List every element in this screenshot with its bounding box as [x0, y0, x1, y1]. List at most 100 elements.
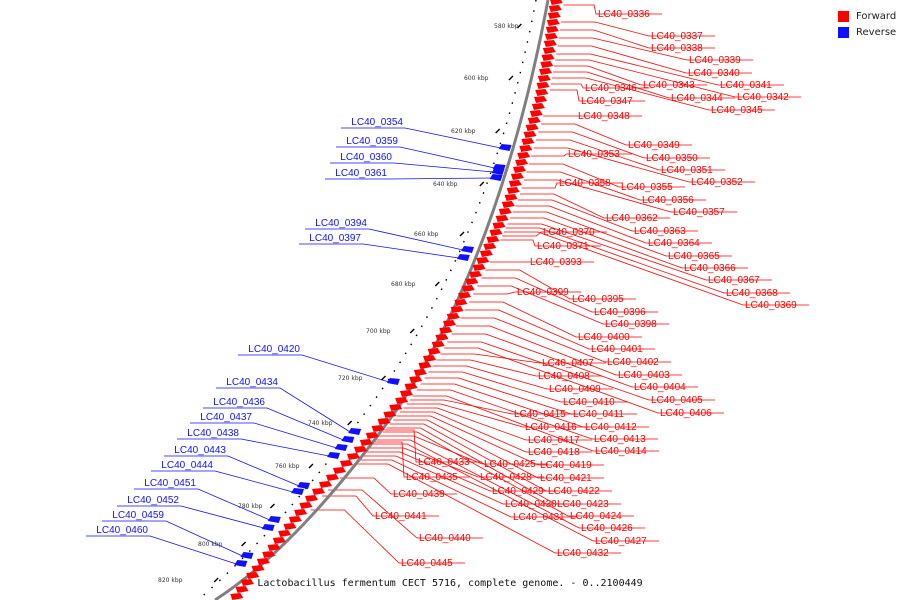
reverse-gene-label: LC40_0360 [340, 152, 392, 163]
forward-gene-arrow [476, 257, 490, 264]
forward-gene-arrow [262, 551, 276, 558]
legend-reverse: Reverse [838, 24, 896, 40]
forward-leader-line [444, 347, 724, 414]
forward-gene-label: LC40_0405 [651, 395, 703, 406]
forward-leader-line [563, 4, 662, 15]
tick-mark [409, 328, 415, 334]
forward-gene-label: LC40_0408 [538, 371, 590, 382]
forward-gene-arrow [404, 383, 418, 390]
forward-gene-arrow [230, 593, 244, 600]
forward-gene-arrow [454, 299, 468, 306]
reverse-leader-line [299, 243, 459, 259]
forward-gene-label: LC40_0410 [563, 397, 615, 408]
forward-gene-label: LC40_0345 [711, 105, 763, 116]
forward-gene-label: LC40_0412 [585, 422, 637, 433]
reverse-leader-line [151, 470, 294, 493]
forward-gene-arrow [515, 159, 529, 166]
forward-gene-label: LC40_0403 [618, 370, 670, 381]
reverse-leader-line [238, 354, 389, 383]
forward-leader-line [518, 199, 698, 232]
forward-gene-arrow [469, 271, 482, 278]
forward-leader-line [373, 443, 659, 542]
forward-leader-line [436, 359, 602, 377]
forward-gene-label: LC40_0353 [568, 149, 620, 160]
tick-label: 800 kbp [198, 541, 223, 548]
reverse-leader-line [190, 422, 337, 449]
forward-gene-arrow [510, 173, 524, 180]
reverse-gene-label: LC40_0436 [213, 397, 265, 408]
forward-gene-arrow [513, 166, 526, 173]
forward-gene-label: LC40_0364 [648, 238, 700, 249]
forward-leader-line [500, 239, 601, 247]
tick-label: 660 kbp [414, 231, 439, 238]
forward-gene-label: LC40_0425 [484, 459, 536, 470]
forward-gene-arrow [544, 33, 558, 40]
forward-leader-line [550, 83, 649, 89]
forward-gene-label: LC40_0357 [673, 207, 725, 218]
tick-mark [347, 420, 353, 426]
reverse-gene-arrow [348, 428, 362, 435]
forward-gene-arrow [312, 488, 325, 495]
forward-gene-label: LC40_0350 [646, 153, 698, 164]
forward-gene-label: LC40_0352 [691, 177, 743, 188]
tick-mark [269, 503, 275, 509]
forward-gene-arrow [534, 96, 547, 103]
reverse-gene-arrow [456, 254, 470, 261]
reverse-leader-line [177, 438, 330, 457]
forward-gene-label: LC40_0433 [418, 457, 470, 468]
tick-mark [308, 463, 314, 469]
forward-gene-arrow [465, 278, 479, 285]
forward-gene-arrow [418, 362, 432, 369]
forward-gene-label: LC40_0413 [594, 434, 646, 445]
forward-gene-arrow [354, 446, 367, 453]
forward-leader-line [393, 419, 604, 479]
forward-gene-arrow [443, 320, 457, 327]
forward-gene-label: LC40_0402 [607, 357, 659, 368]
forward-gene-label: LC40_0342 [737, 92, 789, 103]
forward-leader-line [549, 89, 645, 102]
reverse-leader-line [330, 162, 494, 173]
forward-gene-label: LC40_0415 [514, 409, 566, 420]
reverse-leader-line [102, 520, 243, 557]
forward-leader-line [399, 411, 592, 453]
forward-gene-label: LC40_0365 [668, 251, 720, 262]
forward-leader-line [533, 147, 755, 183]
reverse-gene-label: LC40_0452 [127, 495, 179, 506]
forward-leader-line [528, 163, 685, 188]
forward-gene-arrow [498, 208, 512, 215]
forward-gene-arrow [305, 495, 318, 502]
forward-leader-line [455, 325, 682, 376]
forward-gene-label: LC40_0419 [540, 460, 592, 471]
forward-leader-line [383, 431, 634, 517]
forward-gene-arrow [506, 187, 520, 194]
forward-gene-label: LC40_0416 [525, 422, 577, 433]
forward-gene-label: LC40_0430 [505, 499, 557, 510]
reverse-gene-label: LC40_0397 [309, 233, 361, 244]
reverse-gene-label: LC40_0361 [335, 168, 387, 179]
forward-gene-arrow [504, 194, 518, 201]
forward-gene-arrow [546, 19, 560, 26]
forward-gene-label: LC40_0371 [537, 241, 589, 252]
forward-leader-line [560, 21, 715, 37]
forward-leader-line [451, 333, 698, 388]
forward-gene-label: LC40_0355 [621, 182, 673, 193]
legend-reverse-label: Reverse [856, 26, 897, 38]
forward-gene-arrow [423, 355, 437, 362]
forward-gene-arrow [365, 432, 379, 439]
forward-gene-label: LC40_0369 [745, 300, 797, 311]
forward-leader-line [554, 65, 707, 86]
forward-leader-line [447, 341, 715, 401]
forward-gene-arrow [545, 26, 559, 33]
leader-lines [86, 4, 809, 565]
reverse-gene-arrow [234, 560, 248, 567]
tick-mark [434, 281, 440, 287]
tick-track [197, 0, 537, 600]
forward-leader-line [386, 427, 621, 505]
forward-gene-label: LC40_0395 [572, 294, 624, 305]
forward-leader-line [396, 415, 604, 466]
forward-gene-arrow [267, 544, 281, 551]
forward-leader-line [559, 29, 715, 49]
forward-gene-arrow [508, 180, 522, 187]
forward-gene-arrow [340, 460, 353, 467]
